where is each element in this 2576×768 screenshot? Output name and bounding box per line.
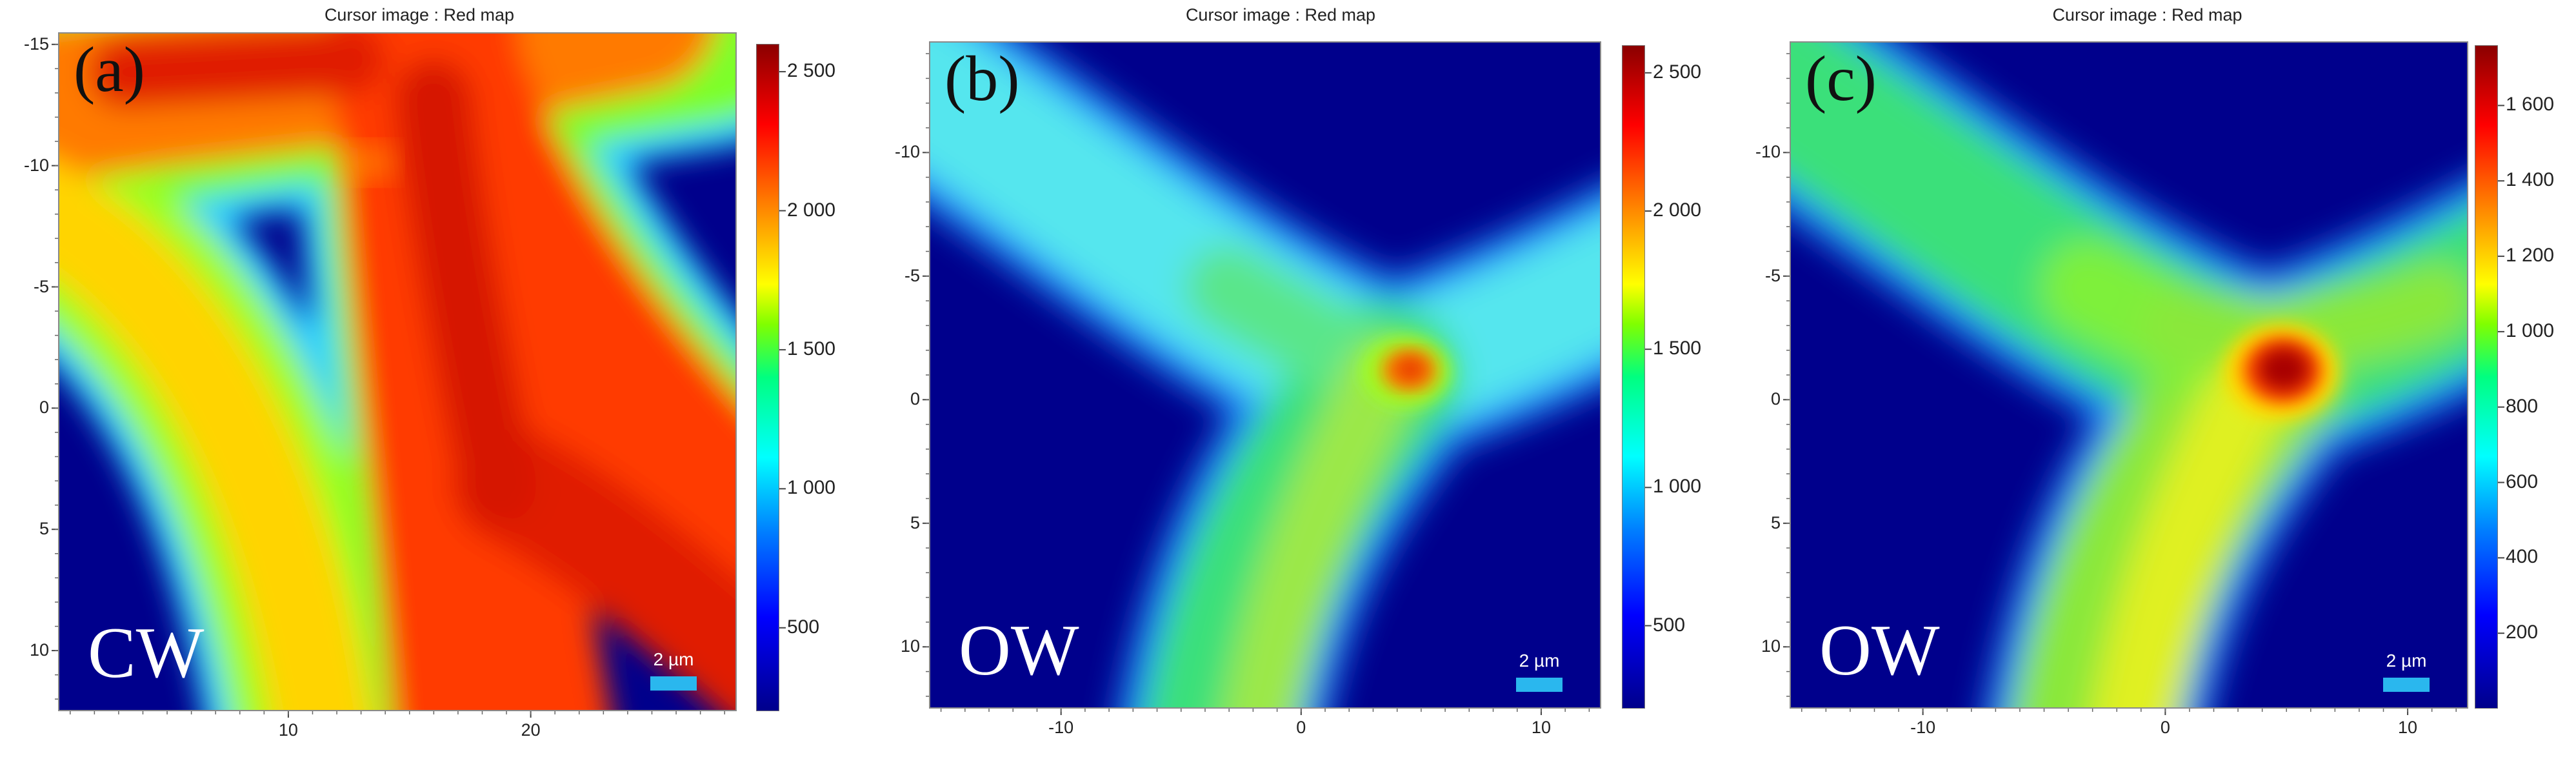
colorbar-tick-label: 500 [1653, 614, 1686, 636]
y-tick-label: 0 [910, 389, 920, 409]
x-tick-label: 0 [2160, 718, 2170, 737]
y-tick-label: -15 [23, 34, 49, 54]
colorbar [2475, 45, 2498, 709]
axis-ticks [52, 43, 786, 718]
colorbar-tick-label: 600 [2506, 470, 2539, 492]
colorbar-tick-label: 500 [787, 616, 820, 638]
y-tick-label: 5 [910, 512, 920, 532]
colorbar-tick-label: 1 500 [1653, 338, 1702, 359]
colorbar-tick-label: 2 000 [1653, 199, 1702, 221]
y-tick-label: 10 [1761, 636, 1781, 656]
panel-title: Cursor image : Red map [2052, 5, 2242, 25]
colorbar [756, 44, 779, 711]
x-tick-label: 10 [278, 720, 298, 740]
axis-ticks [923, 53, 1652, 715]
x-tick-label: 10 [1531, 718, 1551, 737]
mode-label: CW [88, 613, 205, 693]
y-tick-label: 5 [39, 519, 49, 539]
panel-letter: (b) [944, 43, 1020, 114]
mode-label: OW [959, 611, 1079, 691]
heatmap-plot: (a) CW 2 µm [58, 32, 737, 711]
heatmap-plot: (c) OW 2 µm [1790, 41, 2468, 709]
y-tick-label: -10 [894, 142, 920, 162]
panel-c: Cursor image : Red map (c) [1719, 0, 2576, 768]
colorbar-tick-label: 1 000 [787, 477, 836, 499]
scale-bar-label: 2 µm [2386, 651, 2427, 671]
scale-bar [1516, 678, 1563, 692]
colorbar-tick-label: 2 500 [1653, 61, 1702, 83]
axis-ticks [1783, 53, 2504, 715]
panel-a: Cursor image : Red map [0, 0, 839, 768]
x-tick-label: -10 [1910, 718, 1936, 737]
colorbar [1622, 45, 1645, 709]
heatmap-plot: (b) OW 2 µm [929, 41, 1601, 709]
colorbar-tick-label: 400 [2506, 546, 2539, 568]
y-tick-label: -10 [1755, 142, 1781, 162]
colorbar-tick-label: 2 500 [787, 60, 836, 82]
y-tick-label: 10 [29, 640, 49, 660]
colorbar-tick-label: 200 [2506, 621, 2539, 643]
colorbar-tick-label: 1 200 [2506, 245, 2555, 267]
y-tick-label: -5 [1764, 265, 1781, 285]
colorbar-tick-label: 1 500 [787, 338, 836, 359]
colorbar-tick-label: 1 000 [2506, 319, 2555, 341]
panel-title: Cursor image : Red map [1185, 5, 1376, 25]
x-tick-label: -10 [1048, 718, 1074, 737]
colorbar-tick-label: 800 [2506, 395, 2539, 417]
y-tick-label: 0 [1770, 389, 1781, 409]
colorbar-tick-label: 1 400 [2506, 169, 2555, 191]
scale-bar [2383, 678, 2430, 692]
x-tick-label: 0 [1296, 718, 1306, 737]
scale-bar-label: 2 µm [653, 649, 694, 669]
y-tick-label: -10 [23, 155, 49, 175]
panel-letter: (a) [74, 34, 145, 105]
heatmap-image [1791, 43, 2467, 707]
y-tick-label: 10 [900, 636, 920, 656]
heatmap-image [930, 43, 1600, 707]
colorbar-tick-label: 1 600 [2506, 94, 2555, 116]
colorbar-tick-label: 2 000 [787, 199, 836, 221]
y-tick-label: 5 [1770, 512, 1781, 532]
scale-bar [650, 676, 697, 691]
y-tick-label: -5 [33, 276, 49, 296]
y-tick-label: -5 [904, 265, 920, 285]
colorbar-tick-label: 1 000 [1653, 476, 1702, 498]
mode-label: OW [1819, 611, 1940, 691]
scale-bar-label: 2 µm [1519, 651, 1560, 671]
y-tick-label: 0 [39, 398, 49, 418]
x-tick-label: 10 [2398, 718, 2418, 737]
heatmap-image [59, 34, 735, 710]
x-tick-label: 20 [521, 720, 541, 740]
panel-b: Cursor image : Red map (b) OW [852, 0, 1710, 768]
panel-letter: (c) [1805, 43, 1877, 114]
panel-title: Cursor image : Red map [324, 5, 515, 25]
